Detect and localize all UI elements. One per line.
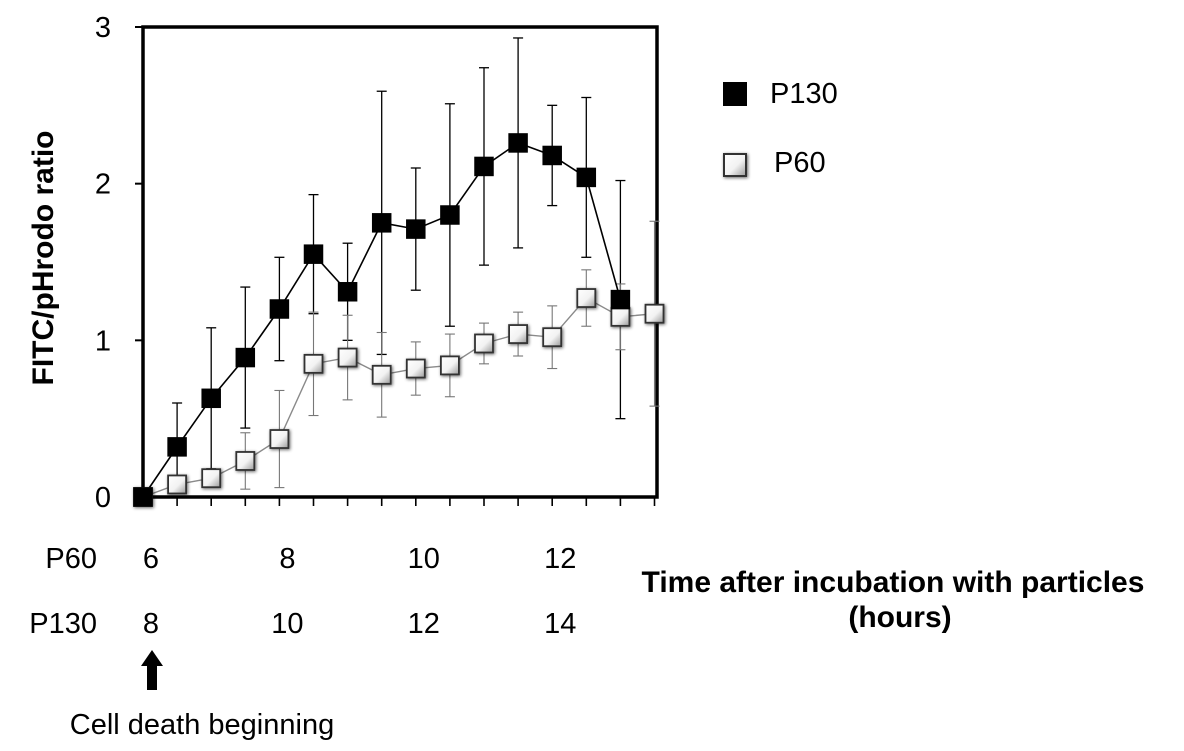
x-axis-label-line2: (hours) [848, 601, 951, 634]
y-tick-label: 0 [95, 482, 111, 514]
cell-death-annotation: Cell death beginning [70, 650, 334, 741]
data-point-p130 [235, 347, 256, 368]
x-tick-rows: P60 6 8 10 12 P130 8 10 12 14 [29, 543, 576, 640]
legend-marker-p130 [723, 82, 747, 106]
data-point-p60 [644, 303, 665, 324]
data-point-p60 [439, 355, 460, 376]
y-tick-label: 3 [95, 12, 111, 44]
data-point-p60 [337, 347, 358, 368]
data-point-p130 [440, 205, 460, 225]
data-point-p130 [371, 213, 392, 233]
y-axis-label: FITC/pHrodo ratio [27, 131, 60, 386]
x-axis-label-line1: Time after incubation with particles [642, 566, 1145, 599]
x-axis [142, 497, 656, 506]
x-tick-label: 14 [544, 608, 576, 640]
legend-label-p60: P60 [774, 147, 826, 179]
data-point-p130 [576, 167, 597, 188]
data-markers [133, 133, 665, 507]
data-point-p130 [167, 437, 187, 457]
x-tick-label: 10 [408, 543, 440, 575]
x-tick-label: 8 [143, 608, 159, 640]
data-point-p130 [542, 145, 562, 166]
data-point-p130 [406, 219, 426, 239]
series-lines [142, 142, 655, 498]
data-point-p60 [371, 364, 392, 385]
y-axis: 0 1 2 3 [95, 12, 143, 514]
data-point-p60 [474, 333, 494, 354]
data-point-p130 [269, 299, 290, 319]
data-point-p130 [303, 244, 324, 264]
data-point-p60 [610, 306, 631, 327]
data-point-p130 [337, 282, 358, 302]
data-point-p60 [508, 324, 529, 344]
x-tick-label: 10 [271, 608, 303, 640]
up-arrow-icon [141, 650, 163, 690]
series-line-p60 [142, 297, 655, 498]
data-point-p130 [201, 388, 221, 409]
legend: P130 P60 [723, 78, 838, 179]
x-row-name: P60 [45, 543, 97, 575]
data-point-p60 [269, 429, 290, 449]
x-tick-label: 8 [279, 543, 295, 575]
x-tick-label: 12 [408, 608, 440, 640]
legend-marker-p60 [723, 153, 747, 177]
x-row-name: P130 [29, 608, 97, 640]
data-point-p60 [303, 353, 324, 374]
x-tick-label: 6 [143, 543, 159, 575]
data-point-p60 [405, 358, 426, 379]
data-point-p60 [576, 288, 597, 308]
data-point-p60 [542, 327, 563, 348]
legend-label-p130: P130 [770, 78, 838, 110]
plot-frame [141, 25, 659, 499]
data-point-p130 [133, 487, 153, 507]
y-tick-label: 2 [95, 169, 111, 201]
data-point-p130 [610, 289, 631, 310]
data-point-p130 [474, 156, 494, 177]
data-point-p60 [201, 468, 222, 489]
data-point-p60 [167, 474, 188, 495]
error-bars [172, 37, 660, 492]
x-tick-label: 12 [544, 543, 576, 575]
annotation-text: Cell death beginning [70, 709, 334, 741]
y-tick-label: 1 [95, 325, 111, 357]
data-point-p130 [508, 133, 528, 153]
data-point-p60 [235, 451, 256, 471]
